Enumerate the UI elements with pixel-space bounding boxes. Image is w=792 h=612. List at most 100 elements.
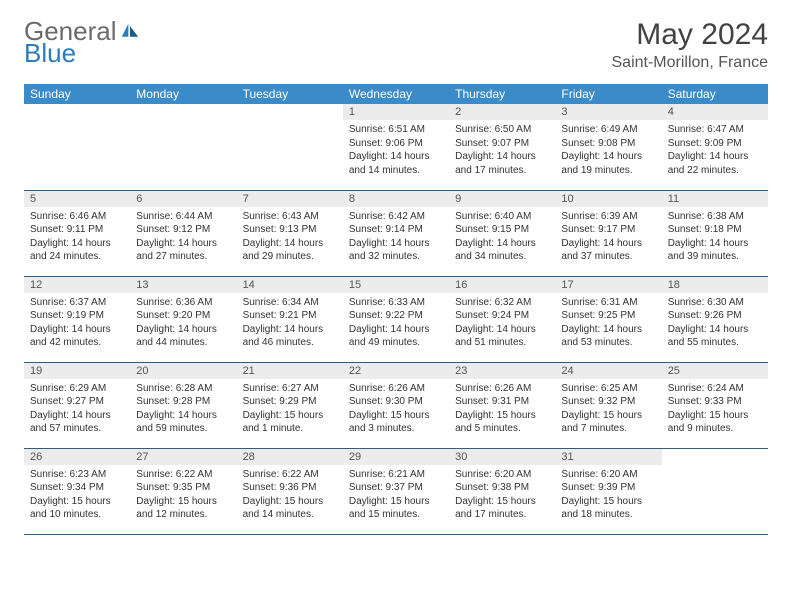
- calendar-cell: 29Sunrise: 6:21 AMSunset: 9:37 PMDayligh…: [343, 448, 449, 534]
- calendar-cell: 15Sunrise: 6:33 AMSunset: 9:22 PMDayligh…: [343, 276, 449, 362]
- calendar-cell: 10Sunrise: 6:39 AMSunset: 9:17 PMDayligh…: [555, 190, 661, 276]
- day-number: 29: [343, 449, 449, 465]
- calendar-cell: 19Sunrise: 6:29 AMSunset: 9:27 PMDayligh…: [24, 362, 130, 448]
- calendar-cell: 11Sunrise: 6:38 AMSunset: 9:18 PMDayligh…: [662, 190, 768, 276]
- calendar-cell: 26Sunrise: 6:23 AMSunset: 9:34 PMDayligh…: [24, 448, 130, 534]
- calendar-cell: 8Sunrise: 6:42 AMSunset: 9:14 PMDaylight…: [343, 190, 449, 276]
- day-details: Sunrise: 6:21 AMSunset: 9:37 PMDaylight:…: [343, 465, 449, 527]
- day-number: 1: [343, 104, 449, 120]
- calendar-body: 1Sunrise: 6:51 AMSunset: 9:06 PMDaylight…: [24, 104, 768, 534]
- day-header: Tuesday: [237, 84, 343, 104]
- day-details: Sunrise: 6:26 AMSunset: 9:30 PMDaylight:…: [343, 379, 449, 441]
- day-header: Monday: [130, 84, 236, 104]
- calendar-table: SundayMondayTuesdayWednesdayThursdayFrid…: [24, 84, 768, 535]
- day-number: 12: [24, 277, 130, 293]
- day-number: 13: [130, 277, 236, 293]
- day-details: Sunrise: 6:20 AMSunset: 9:39 PMDaylight:…: [555, 465, 661, 527]
- day-number: 28: [237, 449, 343, 465]
- calendar-cell: 31Sunrise: 6:20 AMSunset: 9:39 PMDayligh…: [555, 448, 661, 534]
- calendar-cell: 2Sunrise: 6:50 AMSunset: 9:07 PMDaylight…: [449, 104, 555, 190]
- calendar-cell: 3Sunrise: 6:49 AMSunset: 9:08 PMDaylight…: [555, 104, 661, 190]
- day-number: 17: [555, 277, 661, 293]
- day-details: Sunrise: 6:38 AMSunset: 9:18 PMDaylight:…: [662, 207, 768, 269]
- day-details: Sunrise: 6:32 AMSunset: 9:24 PMDaylight:…: [449, 293, 555, 355]
- calendar-cell-empty: [662, 448, 768, 534]
- calendar-cell: 4Sunrise: 6:47 AMSunset: 9:09 PMDaylight…: [662, 104, 768, 190]
- calendar-cell: 20Sunrise: 6:28 AMSunset: 9:28 PMDayligh…: [130, 362, 236, 448]
- day-number: 26: [24, 449, 130, 465]
- day-header-row: SundayMondayTuesdayWednesdayThursdayFrid…: [24, 84, 768, 104]
- calendar-cell: 7Sunrise: 6:43 AMSunset: 9:13 PMDaylight…: [237, 190, 343, 276]
- calendar-cell: 18Sunrise: 6:30 AMSunset: 9:26 PMDayligh…: [662, 276, 768, 362]
- day-number: 24: [555, 363, 661, 379]
- day-details: Sunrise: 6:37 AMSunset: 9:19 PMDaylight:…: [24, 293, 130, 355]
- day-number: 14: [237, 277, 343, 293]
- day-details: Sunrise: 6:26 AMSunset: 9:31 PMDaylight:…: [449, 379, 555, 441]
- day-header: Wednesday: [343, 84, 449, 104]
- day-details: Sunrise: 6:23 AMSunset: 9:34 PMDaylight:…: [24, 465, 130, 527]
- day-number: 9: [449, 191, 555, 207]
- day-details: Sunrise: 6:20 AMSunset: 9:38 PMDaylight:…: [449, 465, 555, 527]
- day-number: 19: [24, 363, 130, 379]
- day-number: 10: [555, 191, 661, 207]
- calendar-row: 5Sunrise: 6:46 AMSunset: 9:11 PMDaylight…: [24, 190, 768, 276]
- calendar-cell: 1Sunrise: 6:51 AMSunset: 9:06 PMDaylight…: [343, 104, 449, 190]
- day-number: 7: [237, 191, 343, 207]
- month-title: May 2024: [612, 18, 769, 52]
- calendar-row: 12Sunrise: 6:37 AMSunset: 9:19 PMDayligh…: [24, 276, 768, 362]
- day-details: Sunrise: 6:46 AMSunset: 9:11 PMDaylight:…: [24, 207, 130, 269]
- day-number: 15: [343, 277, 449, 293]
- day-details: Sunrise: 6:22 AMSunset: 9:36 PMDaylight:…: [237, 465, 343, 527]
- day-number: 21: [237, 363, 343, 379]
- title-block: May 2024 Saint-Morillon, France: [612, 18, 769, 72]
- day-details: Sunrise: 6:43 AMSunset: 9:13 PMDaylight:…: [237, 207, 343, 269]
- calendar-cell: 5Sunrise: 6:46 AMSunset: 9:11 PMDaylight…: [24, 190, 130, 276]
- calendar-cell: 16Sunrise: 6:32 AMSunset: 9:24 PMDayligh…: [449, 276, 555, 362]
- day-header: Sunday: [24, 84, 130, 104]
- calendar-row: 19Sunrise: 6:29 AMSunset: 9:27 PMDayligh…: [24, 362, 768, 448]
- sail-icon: [119, 18, 141, 44]
- day-number: 31: [555, 449, 661, 465]
- day-details: Sunrise: 6:42 AMSunset: 9:14 PMDaylight:…: [343, 207, 449, 269]
- day-details: Sunrise: 6:29 AMSunset: 9:27 PMDaylight:…: [24, 379, 130, 441]
- day-details: Sunrise: 6:51 AMSunset: 9:06 PMDaylight:…: [343, 120, 449, 182]
- calendar-cell: 23Sunrise: 6:26 AMSunset: 9:31 PMDayligh…: [449, 362, 555, 448]
- day-number: 25: [662, 363, 768, 379]
- day-number: 11: [662, 191, 768, 207]
- brand-logo: GeneralBlue: [24, 18, 141, 66]
- day-number: 6: [130, 191, 236, 207]
- day-number: 5: [24, 191, 130, 207]
- day-details: Sunrise: 6:34 AMSunset: 9:21 PMDaylight:…: [237, 293, 343, 355]
- calendar-cell: 21Sunrise: 6:27 AMSunset: 9:29 PMDayligh…: [237, 362, 343, 448]
- calendar-cell: 22Sunrise: 6:26 AMSunset: 9:30 PMDayligh…: [343, 362, 449, 448]
- calendar-cell: 13Sunrise: 6:36 AMSunset: 9:20 PMDayligh…: [130, 276, 236, 362]
- calendar-cell-empty: [130, 104, 236, 190]
- day-number: 2: [449, 104, 555, 120]
- day-details: Sunrise: 6:49 AMSunset: 9:08 PMDaylight:…: [555, 120, 661, 182]
- calendar-row: 1Sunrise: 6:51 AMSunset: 9:06 PMDaylight…: [24, 104, 768, 190]
- day-number: 16: [449, 277, 555, 293]
- calendar-cell: 14Sunrise: 6:34 AMSunset: 9:21 PMDayligh…: [237, 276, 343, 362]
- calendar-cell: 12Sunrise: 6:37 AMSunset: 9:19 PMDayligh…: [24, 276, 130, 362]
- calendar-cell: 27Sunrise: 6:22 AMSunset: 9:35 PMDayligh…: [130, 448, 236, 534]
- day-details: Sunrise: 6:40 AMSunset: 9:15 PMDaylight:…: [449, 207, 555, 269]
- day-details: Sunrise: 6:22 AMSunset: 9:35 PMDaylight:…: [130, 465, 236, 527]
- calendar-cell: 9Sunrise: 6:40 AMSunset: 9:15 PMDaylight…: [449, 190, 555, 276]
- day-number: 20: [130, 363, 236, 379]
- day-number: 22: [343, 363, 449, 379]
- day-details: Sunrise: 6:47 AMSunset: 9:09 PMDaylight:…: [662, 120, 768, 182]
- calendar-cell-empty: [24, 104, 130, 190]
- location-label: Saint-Morillon, France: [612, 54, 769, 72]
- calendar-cell: 24Sunrise: 6:25 AMSunset: 9:32 PMDayligh…: [555, 362, 661, 448]
- day-details: Sunrise: 6:28 AMSunset: 9:28 PMDaylight:…: [130, 379, 236, 441]
- day-number: 4: [662, 104, 768, 120]
- day-details: Sunrise: 6:24 AMSunset: 9:33 PMDaylight:…: [662, 379, 768, 441]
- day-details: Sunrise: 6:44 AMSunset: 9:12 PMDaylight:…: [130, 207, 236, 269]
- day-number: 18: [662, 277, 768, 293]
- day-header: Saturday: [662, 84, 768, 104]
- page-header: GeneralBlue May 2024 Saint-Morillon, Fra…: [24, 18, 768, 72]
- day-header: Thursday: [449, 84, 555, 104]
- day-details: Sunrise: 6:33 AMSunset: 9:22 PMDaylight:…: [343, 293, 449, 355]
- calendar-cell: 30Sunrise: 6:20 AMSunset: 9:38 PMDayligh…: [449, 448, 555, 534]
- calendar-cell: 17Sunrise: 6:31 AMSunset: 9:25 PMDayligh…: [555, 276, 661, 362]
